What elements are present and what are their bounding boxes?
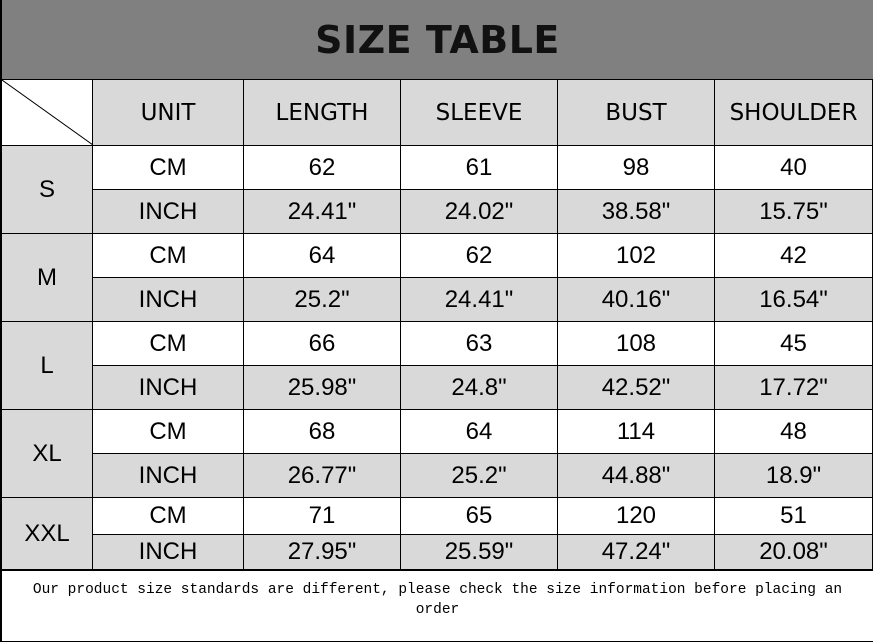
table-cell: 62 <box>401 234 558 278</box>
table-cell: 42.52" <box>558 366 715 410</box>
column-header: SHOULDER <box>715 79 873 146</box>
table-cell: 20.08" <box>715 535 873 570</box>
table-cell: 38.58" <box>558 190 715 234</box>
table-cell: 18.9" <box>715 454 873 498</box>
table-cell: 65 <box>401 498 558 535</box>
table-cell: 25.2" <box>401 454 558 498</box>
table-cell: 98 <box>558 146 715 190</box>
size-label: XXL <box>0 498 93 570</box>
table-cell: 24.02" <box>401 190 558 234</box>
size-label: XL <box>0 410 93 498</box>
table-cell: CM <box>93 322 244 366</box>
table-cell: 16.54" <box>715 278 873 322</box>
table-cell: 71 <box>244 498 401 535</box>
table-cell: 27.95" <box>244 535 401 570</box>
table-cell: 61 <box>401 146 558 190</box>
table-cell: 66 <box>244 322 401 366</box>
table-cell: 42 <box>715 234 873 278</box>
footer-note: Our product size standards are different… <box>0 570 873 642</box>
table-cell: INCH <box>93 190 244 234</box>
table-cell: 120 <box>558 498 715 535</box>
table-cell: 24.8" <box>401 366 558 410</box>
table-cell: 24.41" <box>401 278 558 322</box>
corner-cell <box>0 79 93 146</box>
table-cell: 62 <box>244 146 401 190</box>
column-header: BUST <box>558 79 715 146</box>
table-cell: 25.2" <box>244 278 401 322</box>
column-header: LENGTH <box>244 79 401 146</box>
table-cell: INCH <box>93 535 244 570</box>
table-cell: CM <box>93 234 244 278</box>
table-cell: 24.41" <box>244 190 401 234</box>
table-cell: 114 <box>558 410 715 454</box>
size-label: S <box>0 146 93 234</box>
table-cell: 45 <box>715 322 873 366</box>
size-label: M <box>0 234 93 322</box>
table-cell: 26.77" <box>244 454 401 498</box>
table-cell: CM <box>93 146 244 190</box>
table-cell: 25.59" <box>401 535 558 570</box>
table-cell: 64 <box>244 234 401 278</box>
table-cell: 40.16" <box>558 278 715 322</box>
table-cell: 17.72" <box>715 366 873 410</box>
table-cell: 47.24" <box>558 535 715 570</box>
column-header: UNIT <box>93 79 244 146</box>
table-cell: 48 <box>715 410 873 454</box>
table-cell: 68 <box>244 410 401 454</box>
table-cell: 64 <box>401 410 558 454</box>
size-label: L <box>0 322 93 410</box>
table-cell: 25.98" <box>244 366 401 410</box>
table-cell: 44.88" <box>558 454 715 498</box>
column-header: SLEEVE <box>401 79 558 146</box>
table-cell: 51 <box>715 498 873 535</box>
table-cell: INCH <box>93 454 244 498</box>
diagonal-line <box>2 80 93 145</box>
table-cell: INCH <box>93 278 244 322</box>
table-cell: 40 <box>715 146 873 190</box>
table-cell: INCH <box>93 366 244 410</box>
table-cell: CM <box>93 498 244 535</box>
page-title: SIZE TABLE <box>0 0 873 79</box>
table-cell: 108 <box>558 322 715 366</box>
table-cell: 63 <box>401 322 558 366</box>
table-cell: CM <box>93 410 244 454</box>
table-cell: 102 <box>558 234 715 278</box>
table-cell: 15.75" <box>715 190 873 234</box>
